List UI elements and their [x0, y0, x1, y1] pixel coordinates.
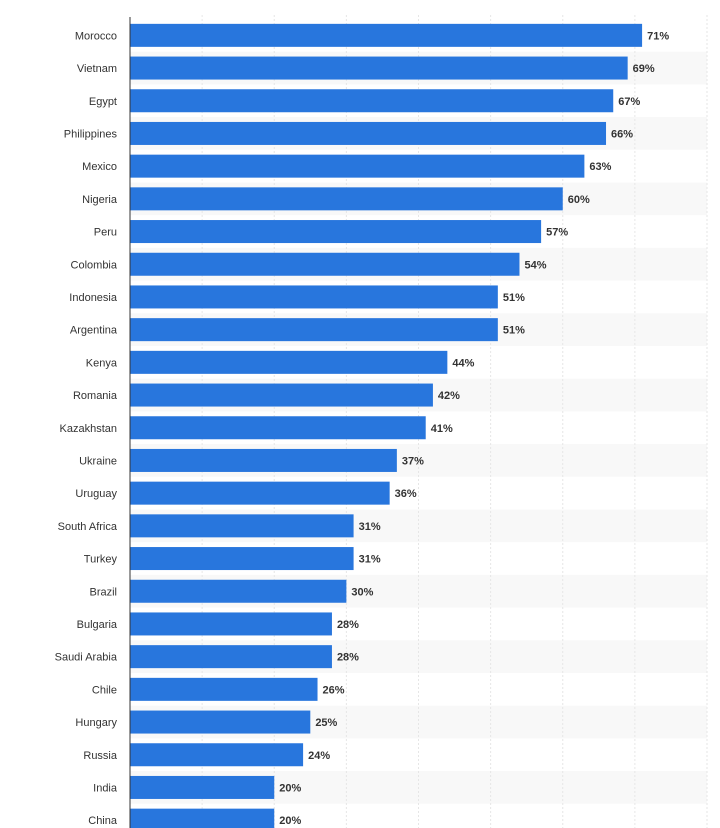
value-label: 54% — [524, 259, 546, 271]
value-labels: 71% 69% 67% 66% 63% 60% 57% 54% 51% 51% 44% 42% 41% 3… — [279, 30, 669, 827]
bar[interactable] — [130, 808, 275, 828]
category-label: Turkey — [84, 554, 118, 566]
bar[interactable] — [130, 677, 318, 701]
value-label: 24% — [308, 750, 330, 762]
category-label: Uruguay — [75, 488, 117, 500]
bar[interactable] — [130, 187, 563, 211]
category-label: Chile — [92, 684, 117, 696]
bar[interactable] — [130, 645, 332, 669]
value-label: 20% — [279, 815, 301, 827]
bar[interactable] — [130, 775, 275, 799]
category-label: Nigeria — [82, 194, 118, 206]
bar[interactable] — [130, 56, 628, 80]
bar[interactable] — [130, 416, 426, 440]
category-label: Mexico — [82, 161, 117, 173]
category-label: Indonesia — [69, 292, 118, 304]
category-labels: Morocco Vietnam Egypt Philippines Mexico Nige… — [55, 30, 118, 827]
category-label: China — [88, 815, 118, 827]
bar[interactable] — [130, 481, 390, 505]
value-label: 57% — [546, 227, 568, 239]
bar[interactable] — [130, 285, 498, 309]
category-label: Romania — [73, 390, 118, 402]
bar[interactable] — [130, 710, 311, 734]
value-label: 60% — [568, 194, 590, 206]
value-label: 41% — [431, 423, 453, 435]
value-label: 37% — [402, 455, 424, 467]
bars — [130, 23, 643, 828]
bar[interactable] — [130, 514, 354, 538]
category-label: Vietnam — [77, 63, 117, 75]
bar[interactable] — [130, 154, 585, 178]
value-label: 42% — [438, 390, 460, 402]
value-label: 20% — [279, 782, 301, 794]
category-label: Argentina — [70, 325, 118, 337]
value-label: 31% — [359, 554, 381, 566]
category-label: Hungary — [75, 717, 117, 729]
category-label: South Africa — [58, 521, 118, 533]
value-label: 69% — [633, 63, 655, 75]
value-label: 44% — [452, 357, 474, 369]
value-label: 51% — [503, 292, 525, 304]
category-label: Colombia — [71, 259, 118, 271]
value-label: 25% — [315, 717, 337, 729]
category-label: Egypt — [89, 96, 117, 108]
bar[interactable] — [130, 612, 332, 636]
bar[interactable] — [130, 383, 433, 407]
bar[interactable] — [130, 220, 542, 244]
bar[interactable] — [130, 252, 520, 276]
bar[interactable] — [130, 121, 607, 145]
value-label: 30% — [351, 586, 373, 598]
category-label: Kenya — [86, 357, 118, 369]
value-label: 66% — [611, 128, 633, 140]
category-label: Bulgaria — [77, 619, 118, 631]
value-label: 67% — [618, 96, 640, 108]
bar[interactable] — [130, 448, 397, 472]
bar[interactable] — [130, 89, 614, 113]
value-label: 63% — [589, 161, 611, 173]
category-label: Peru — [94, 227, 117, 239]
category-label: Saudi Arabia — [55, 652, 118, 664]
bar[interactable] — [130, 579, 347, 603]
value-label: 51% — [503, 325, 525, 337]
value-label: 28% — [337, 652, 359, 664]
value-label: 71% — [647, 30, 669, 42]
category-label: Russia — [83, 750, 118, 762]
value-label: 36% — [395, 488, 417, 500]
category-label: Kazakhstan — [60, 423, 117, 435]
category-label: Brazil — [89, 586, 117, 598]
bar[interactable] — [130, 743, 304, 767]
category-label: Philippines — [64, 128, 118, 140]
value-label: 31% — [359, 521, 381, 533]
category-label: India — [93, 782, 118, 794]
value-label: 26% — [323, 684, 345, 696]
bar[interactable] — [130, 350, 448, 374]
bar[interactable] — [130, 318, 498, 342]
category-label: Morocco — [75, 30, 117, 42]
category-label: Ukraine — [79, 455, 117, 467]
bar[interactable] — [130, 23, 643, 47]
bar[interactable] — [130, 547, 354, 571]
value-label: 28% — [337, 619, 359, 631]
